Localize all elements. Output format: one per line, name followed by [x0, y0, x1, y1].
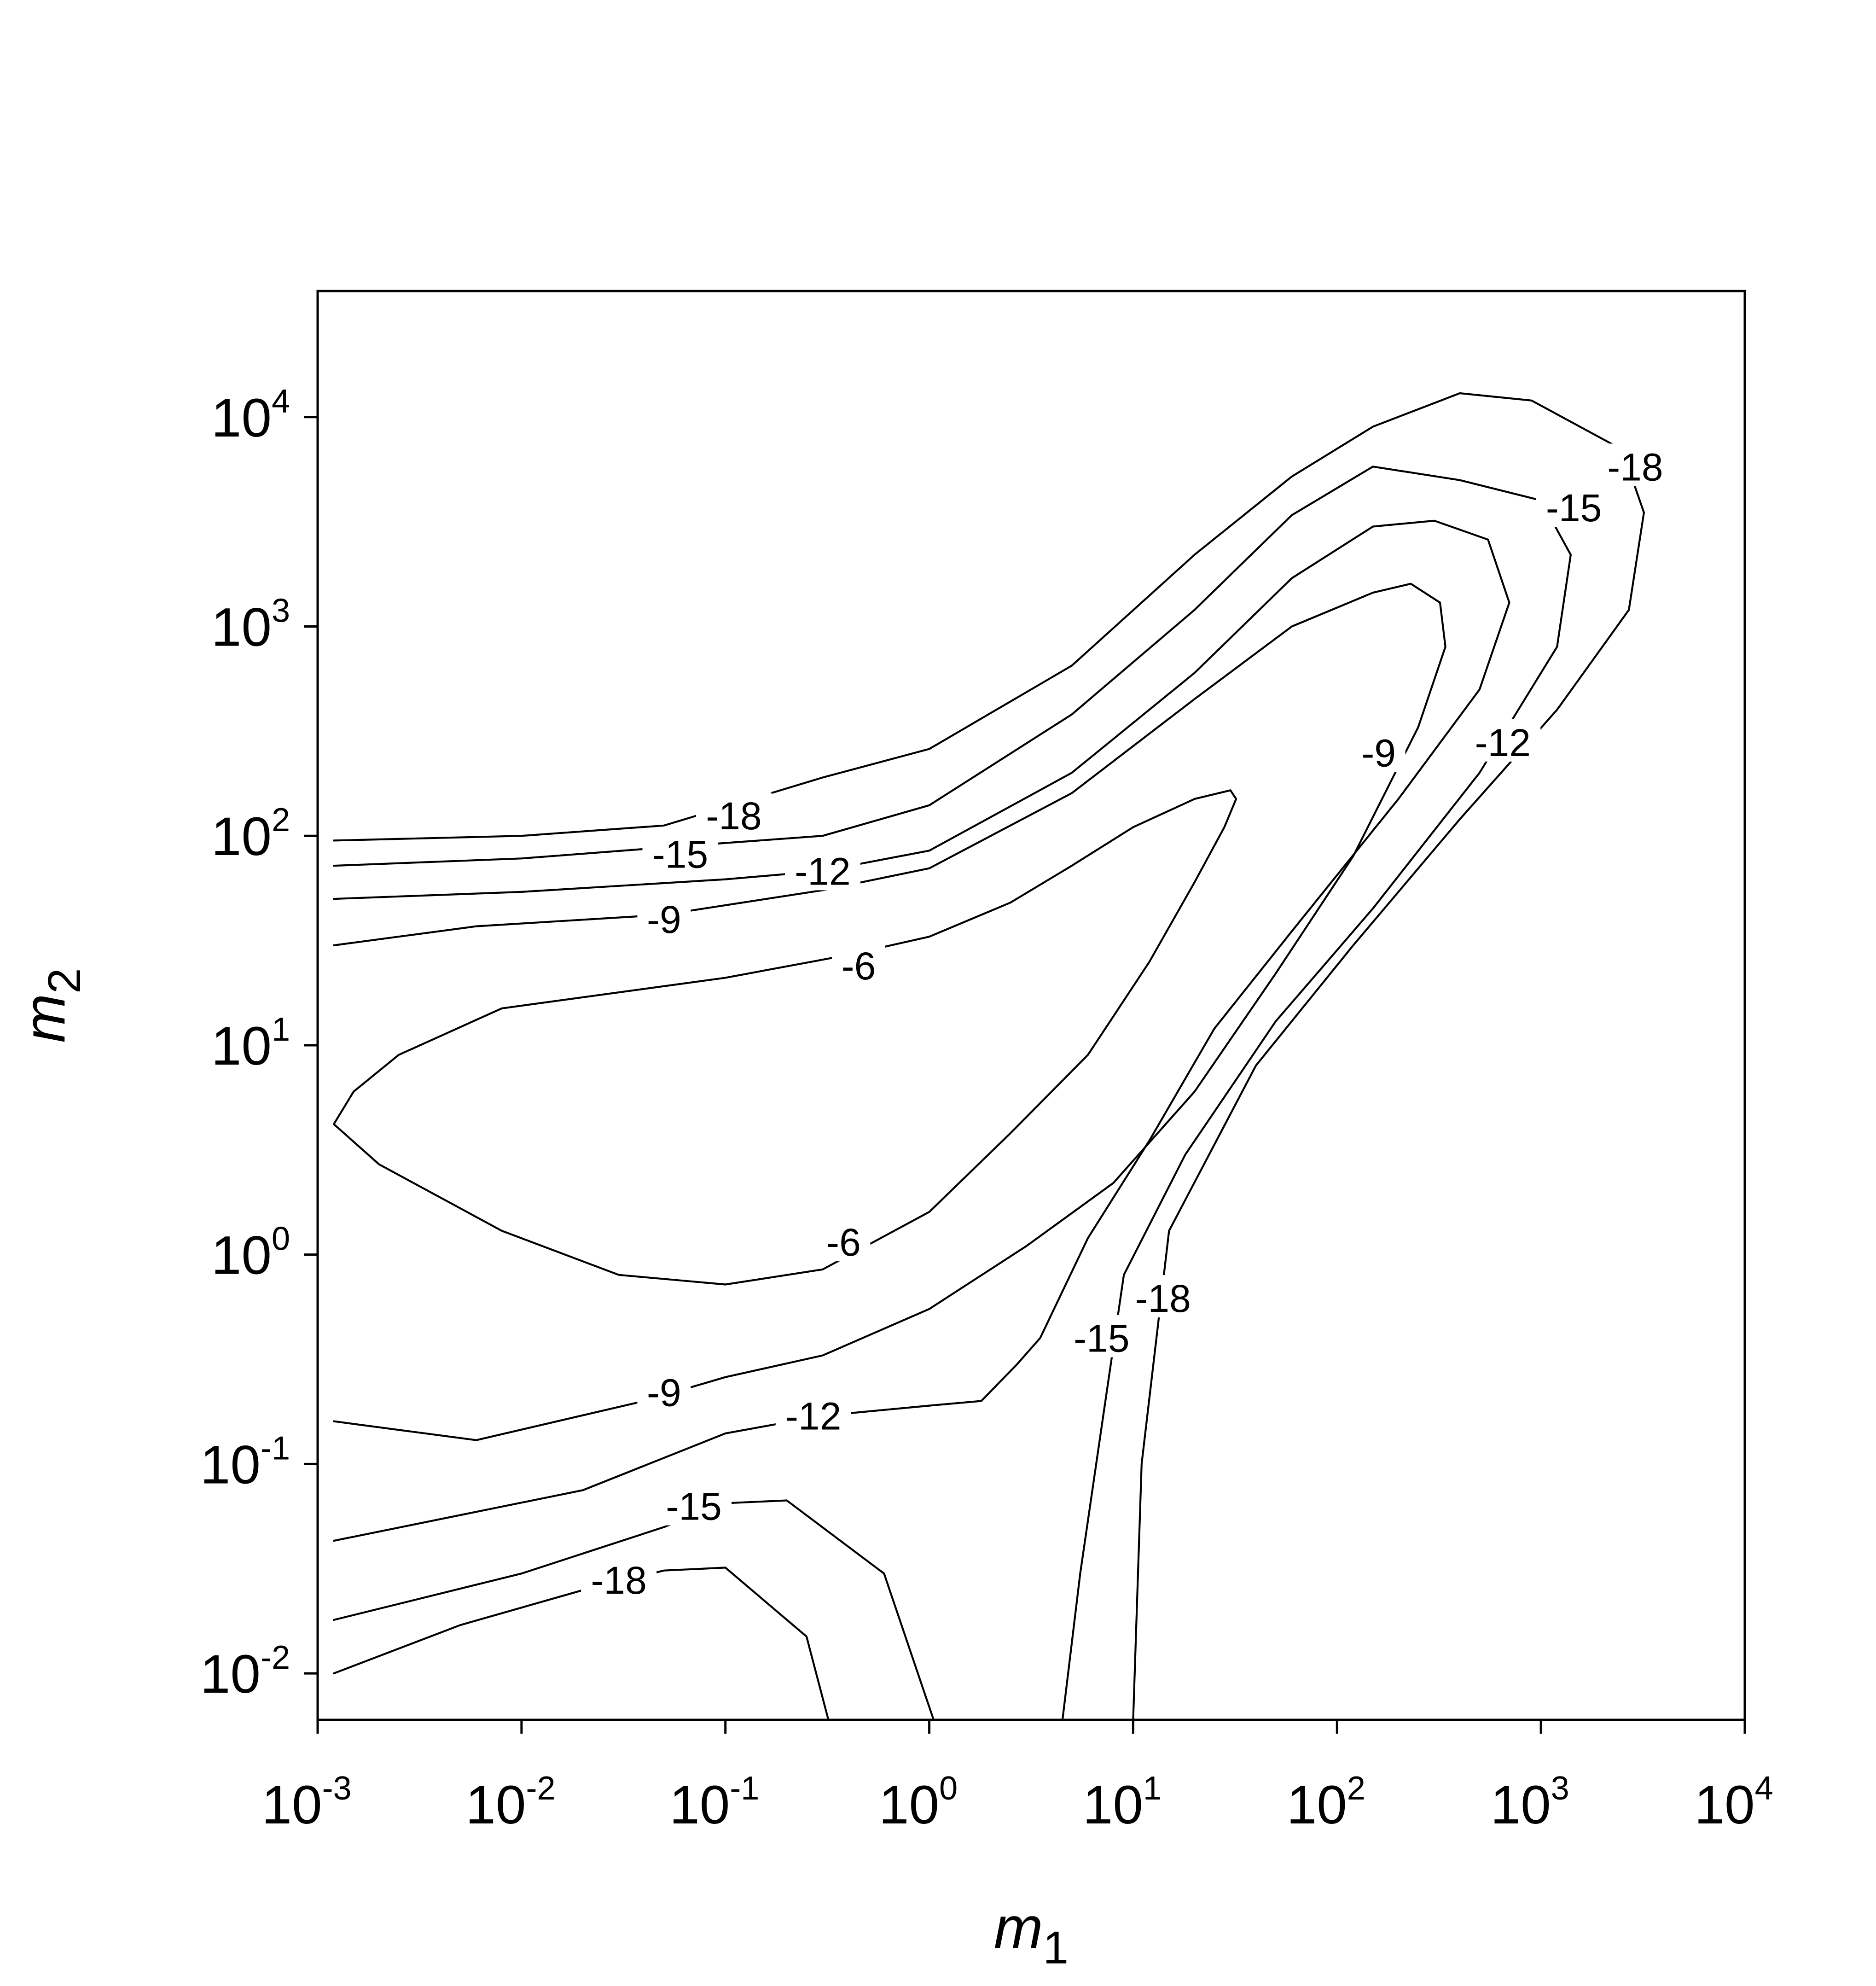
- contour-label-background: [1125, 1275, 1201, 1318]
- x-tick-label: 10-2: [465, 1770, 555, 1835]
- y-tick-exponent: -1: [261, 1430, 290, 1467]
- x-tick-label: 102: [1287, 1770, 1365, 1835]
- y-tick-label: 10-1: [200, 1430, 290, 1495]
- x-tick-exponent: 2: [1347, 1770, 1365, 1807]
- contour-label-background: [1536, 484, 1612, 527]
- contour-label-background: [785, 848, 861, 891]
- contour-label-background: [775, 1392, 851, 1435]
- x-tick-label: 104: [1694, 1770, 1773, 1835]
- contour-lines: [333, 392, 1645, 1721]
- contour-label: -9: [647, 1371, 681, 1415]
- x-tick-exponent: 0: [939, 1770, 958, 1807]
- y-tick-exponent: 3: [272, 592, 290, 629]
- y-axis-title-sub: 2: [39, 968, 90, 994]
- x-tick-exponent: -1: [730, 1770, 759, 1807]
- x-tick-label: 10-1: [669, 1770, 759, 1835]
- contour-label: -15: [666, 1485, 721, 1528]
- y-tick-label: 101: [211, 1011, 290, 1077]
- contour-label: -12: [1475, 721, 1531, 764]
- contour-label-background: [1597, 443, 1673, 486]
- contour-label-background: [656, 1483, 732, 1526]
- x-tick-exponent: 3: [1551, 1770, 1569, 1807]
- x-tick-label: 10-3: [261, 1770, 351, 1835]
- y-tick-exponent: 0: [272, 1221, 290, 1258]
- contour-line-level-15: [333, 466, 1572, 1721]
- y-tick-exponent: 1: [272, 1011, 290, 1048]
- x-tick-label: 103: [1490, 1770, 1569, 1835]
- x-tick-exponent: -3: [322, 1770, 352, 1807]
- x-axis-title: m1: [994, 1895, 1069, 1974]
- y-tick-exponent: 4: [272, 383, 290, 420]
- contour-label-background: [1465, 719, 1541, 762]
- y-tick-label: 104: [211, 383, 290, 448]
- x-tick-exponent: -2: [526, 1770, 555, 1807]
- contour-label: -18: [706, 794, 761, 838]
- contour-label: -9: [647, 898, 681, 941]
- contour-label: -6: [842, 944, 876, 988]
- contour-line-level-9: [333, 582, 1446, 1441]
- contour-label-background: [696, 792, 772, 835]
- x-tick-exponent: 1: [1143, 1770, 1162, 1807]
- contour-label: -15: [1074, 1317, 1129, 1360]
- x-axis-title-main: m: [994, 1895, 1043, 1961]
- y-tick-label: 102: [211, 802, 290, 867]
- contour-label: -15: [652, 833, 708, 876]
- x-tick-label: 101: [1083, 1770, 1162, 1835]
- contour-label-background: [1352, 729, 1406, 772]
- x-tick-exponent: 4: [1755, 1770, 1773, 1807]
- x-axis-ticks: 10-3 10-2 10-1 100 101 102 103 104: [261, 1720, 1773, 1835]
- plot-frame: [316, 290, 1746, 1721]
- x-axis-title-sub: 1: [1043, 1922, 1069, 1974]
- contour-line-level-12: [333, 519, 1510, 1542]
- contour-label: -15: [1546, 486, 1602, 530]
- contour-label-background: [637, 1369, 691, 1412]
- y-axis-title: m2: [12, 968, 90, 1043]
- y-tick-label: 10-2: [200, 1639, 290, 1705]
- contour-label-background: [1063, 1315, 1139, 1357]
- contour-label-background: [637, 896, 691, 939]
- contour-label: -6: [826, 1221, 861, 1264]
- contour-label: -18: [591, 1559, 646, 1602]
- contour-label-background: [642, 831, 718, 874]
- y-axis-title-main: m: [12, 994, 77, 1043]
- contour-label-background: [831, 943, 885, 985]
- x-tick-label: 100: [879, 1770, 958, 1835]
- contour-label: -12: [795, 850, 850, 893]
- contour-line-level-18: [333, 392, 1645, 1721]
- y-tick-label: 103: [211, 592, 290, 658]
- contour-label: -18: [1135, 1277, 1191, 1320]
- contour-label: -18: [1607, 445, 1663, 489]
- contour-label: -12: [785, 1395, 841, 1438]
- contour-labels: -6-6-9-9-9-12-12-12-15-15-15-15-18-18-18…: [581, 443, 1673, 1602]
- contour-line-level-6: [333, 789, 1237, 1286]
- y-tick-exponent: 2: [272, 802, 290, 839]
- contour-label-background: [817, 1219, 871, 1262]
- y-tick-exponent: -2: [261, 1639, 290, 1676]
- y-tick-label: 100: [211, 1221, 290, 1286]
- contour-label-background: [581, 1556, 657, 1599]
- contour-label: -9: [1361, 731, 1396, 775]
